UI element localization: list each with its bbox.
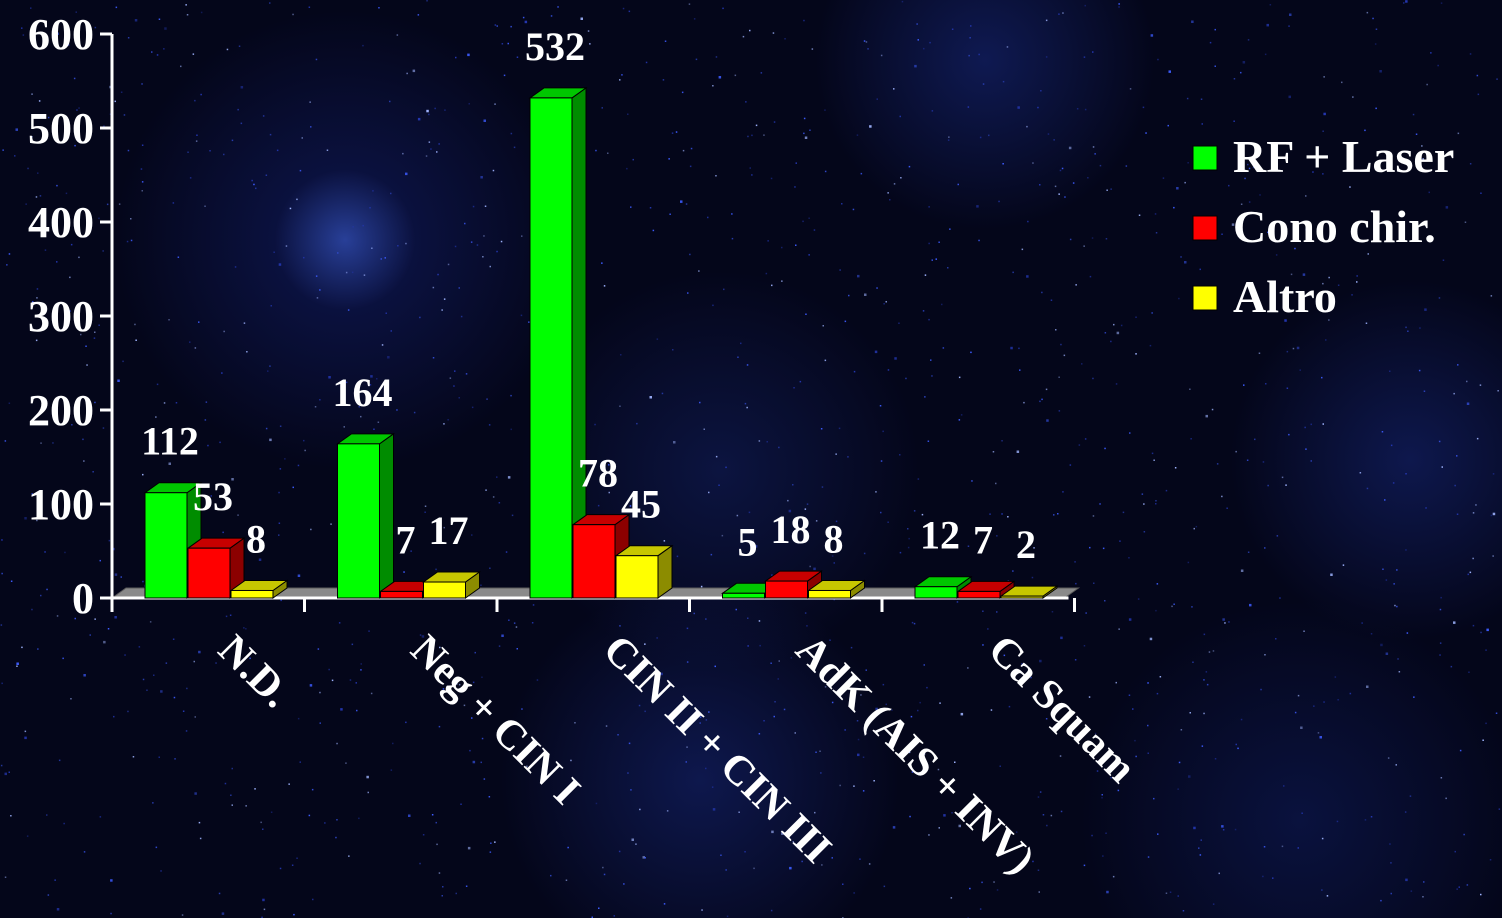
y-tick-label: 200 <box>28 386 94 435</box>
bar-front <box>1000 595 1044 599</box>
data-label: 78 <box>578 451 618 496</box>
bar-front <box>914 586 958 599</box>
bar-front <box>423 581 466 599</box>
y-tick-label: 100 <box>28 480 94 529</box>
data-label: 7 <box>973 517 993 562</box>
bar <box>335 432 396 599</box>
bar-front <box>337 443 380 599</box>
legend-swatch <box>1192 215 1218 241</box>
bar-front <box>722 592 765 599</box>
data-label: 5 <box>738 519 758 564</box>
y-tick-label: 600 <box>28 10 94 59</box>
bar <box>528 86 588 599</box>
data-label: 45 <box>621 482 661 527</box>
bar-front <box>957 590 1001 599</box>
bar <box>806 579 867 599</box>
data-label: 18 <box>771 507 811 552</box>
legend-entry-label: RF + Laser <box>1233 131 1454 182</box>
bar-front <box>187 547 231 599</box>
bar <box>229 579 289 599</box>
category-label: Ca Squam <box>979 627 1144 792</box>
legend-swatch <box>1192 145 1218 171</box>
bar <box>614 544 674 599</box>
bar-front <box>144 492 188 599</box>
bar-front <box>572 524 616 599</box>
data-label: 112 <box>141 419 199 464</box>
data-label: 8 <box>824 516 844 561</box>
bar <box>421 571 482 599</box>
data-label: 532 <box>525 24 585 69</box>
chart-bars <box>143 86 1059 599</box>
chart-legend: RF + Laser Cono chir. Altro <box>1192 131 1454 322</box>
data-label: 12 <box>920 513 960 558</box>
data-label: 2 <box>1016 522 1036 567</box>
bar-front <box>380 590 423 599</box>
bar-front <box>529 97 573 599</box>
y-tick-label: 0 <box>72 574 94 623</box>
y-tick-label: 300 <box>28 292 94 341</box>
bar-front <box>615 555 659 599</box>
data-label: 17 <box>429 508 469 553</box>
bar <box>999 585 1059 599</box>
legend-entry-label: Altro <box>1233 271 1337 322</box>
bar-side <box>379 432 394 599</box>
bar-front <box>230 589 274 599</box>
data-label: 53 <box>193 474 233 519</box>
category-label: N.D. <box>209 627 299 717</box>
bar-front <box>765 580 808 599</box>
bar-front <box>808 589 851 599</box>
legend-entry-label: Cono chir. <box>1233 201 1436 252</box>
y-tick-label: 500 <box>28 104 94 153</box>
legend-swatch <box>1192 285 1218 311</box>
y-tick-label: 400 <box>28 198 94 247</box>
data-label: 164 <box>333 370 393 415</box>
category-label: Neg + CIN I <box>402 627 589 814</box>
bar <box>186 537 246 599</box>
data-label: 8 <box>246 516 266 561</box>
data-label: 7 <box>396 517 416 562</box>
